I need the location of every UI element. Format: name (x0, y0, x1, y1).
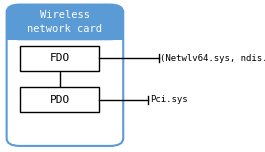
Text: PDO: PDO (50, 95, 70, 105)
Bar (20, 46, 99, 71)
Text: (Netwlv64.sys, ndis.sys): (Netwlv64.sys, ndis.sys) (160, 54, 265, 63)
Text: Wireless
network card: Wireless network card (27, 10, 103, 34)
Text: FDO: FDO (50, 53, 70, 63)
Bar (20, 87, 99, 112)
FancyBboxPatch shape (7, 5, 123, 146)
Bar (7, 25, 123, 40)
FancyBboxPatch shape (7, 5, 123, 40)
Text: Pci.sys: Pci.sys (150, 95, 187, 104)
